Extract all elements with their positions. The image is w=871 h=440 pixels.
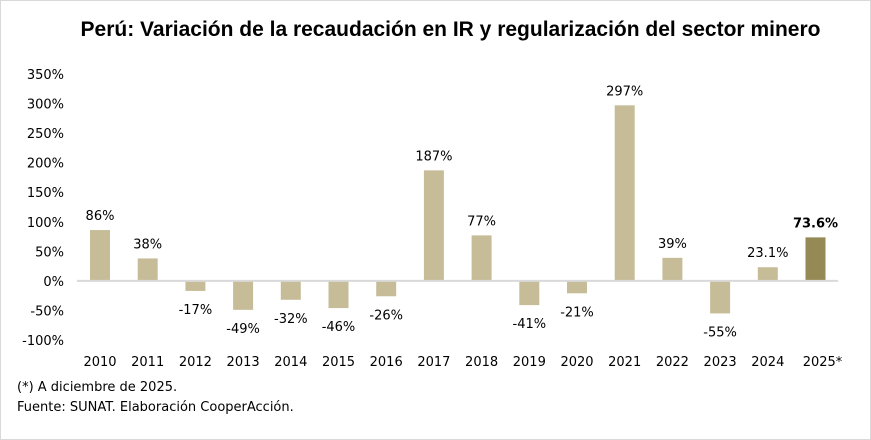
y-tick-label: 50% — [35, 245, 64, 260]
x-tick-label: 2018 — [465, 355, 498, 370]
x-tick-label: 2015 — [322, 355, 355, 370]
data-label: -49% — [226, 322, 260, 337]
bar-2017 — [423, 170, 444, 281]
x-tick-label: 2017 — [417, 355, 450, 370]
y-tick-label: 200% — [27, 157, 64, 172]
data-label: -26% — [369, 308, 403, 323]
bar-2020 — [567, 280, 587, 294]
x-tick-label: 2013 — [227, 355, 260, 370]
x-tick-label: 2020 — [560, 355, 593, 370]
y-tick-label: 300% — [27, 98, 64, 113]
bar-2016 — [376, 280, 397, 297]
data-label: -17% — [179, 303, 213, 318]
bar-2013 — [233, 280, 254, 310]
y-tick-label: 100% — [27, 216, 64, 231]
bar-2012 — [185, 280, 206, 291]
data-label: -55% — [703, 325, 737, 340]
chart-title: Perú: Variación de la recaudación en IR … — [80, 18, 821, 41]
bar-2011 — [137, 258, 158, 281]
x-tick-label: 2010 — [83, 355, 116, 370]
data-label: -32% — [274, 312, 308, 327]
bar-2023 — [710, 280, 731, 314]
y-tick-label: 250% — [27, 127, 64, 142]
data-label: 187% — [415, 149, 452, 164]
data-label: -41% — [513, 317, 547, 332]
x-tick-label: 2011 — [131, 355, 164, 370]
x-tick-label: 2024 — [751, 355, 784, 370]
chart-notes: (*) A diciembre de 2025. Fuente: SUNAT. … — [17, 378, 294, 418]
data-label: -46% — [322, 320, 356, 335]
y-axis: 350% 300% 250% 200% 150% 100% 50% 0% -50% -100% — [22, 68, 64, 349]
x-tick-label: 2019 — [513, 355, 546, 370]
data-label: 39% — [658, 237, 687, 252]
bar-2010 — [90, 230, 110, 281]
bars — [90, 105, 826, 314]
y-tick-label: -100% — [22, 334, 64, 349]
bar-2019 — [519, 280, 540, 306]
data-label: -21% — [560, 305, 594, 320]
data-labels: 86% 38% -17% -49% -32% -46% -26% 187% 77% -41% -21… — [86, 84, 839, 340]
source-note: Fuente: SUNAT. Elaboración CooperAcción. — [17, 400, 294, 415]
x-tick-label: 2022 — [656, 355, 689, 370]
y-tick-label: 350% — [27, 68, 64, 83]
data-label: 23.1% — [747, 246, 788, 261]
y-tick-label: 150% — [27, 186, 64, 201]
x-tick-label: 2025* — [803, 355, 843, 370]
x-tick-label: 2021 — [608, 355, 641, 370]
bar-2018 — [471, 235, 492, 281]
bar-2021 — [614, 105, 635, 281]
bar-2015 — [328, 280, 349, 309]
bar-2025 — [805, 237, 826, 281]
bar-2014 — [280, 280, 301, 300]
data-label: 73.6% — [793, 216, 838, 231]
data-label: 86% — [86, 209, 115, 224]
x-tick-label: 2014 — [274, 355, 307, 370]
bar-2024 — [757, 267, 778, 281]
x-tick-label: 2012 — [179, 355, 212, 370]
data-label: 77% — [467, 214, 496, 229]
bar-2022 — [662, 257, 683, 281]
x-axis: 2010 2011 2012 2013 2014 2015 2016 2017 2018 2019… — [83, 355, 842, 370]
data-label: 38% — [133, 237, 162, 252]
y-tick-label: -50% — [30, 304, 64, 319]
data-label: 297% — [606, 84, 643, 99]
x-tick-label: 2023 — [704, 355, 737, 370]
footnote: (*) A diciembre de 2025. — [17, 380, 178, 395]
y-tick-label: 0% — [43, 275, 64, 290]
x-tick-label: 2016 — [370, 355, 403, 370]
